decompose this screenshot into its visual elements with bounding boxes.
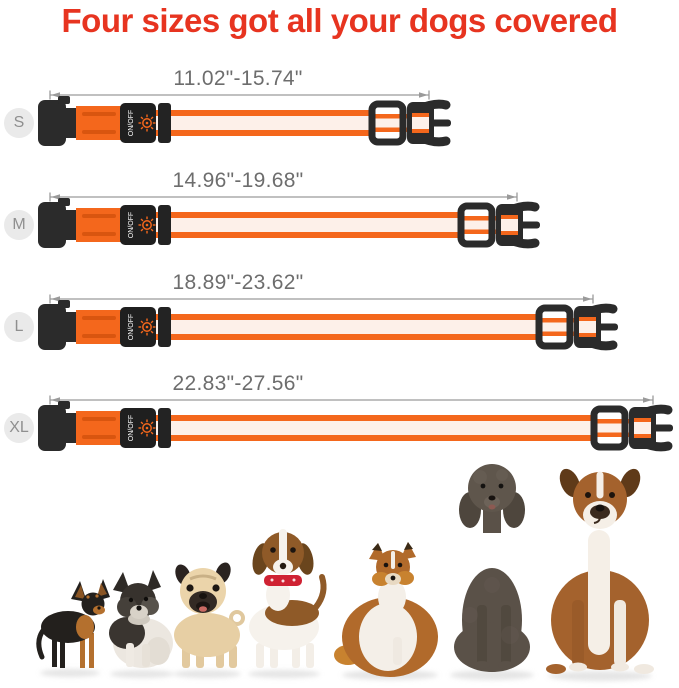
tri-glide-slider [590,405,629,451]
webbing [76,208,122,242]
measurement-label-s: 11.02"-15.74" [173,67,303,90]
size-badge-label: L [14,318,24,335]
size-badge-label: M [12,216,26,233]
floor-reflections [40,669,652,681]
measurement-label-xl: 22.83"-27.56" [172,372,304,395]
collar-illustration-m: ON/OFF [38,198,540,249]
size-badge-label: S [13,114,25,131]
strap-keeper [158,205,171,245]
size-badge-s: S [4,108,34,138]
tri-glide-slider [535,304,574,350]
buckle-male [496,201,540,249]
dog-yorkshire-terrier [109,570,173,668]
size-badge-label: XL [9,419,29,436]
measurement-label-l: 18.89"-23.62" [172,271,304,294]
tri-glide-slider [368,100,407,146]
collar-illustration-s: ON/OFF [38,96,451,147]
dog-poodle [454,464,530,672]
on-off-label: ON/OFF [128,212,135,238]
led-strap [122,415,651,441]
buckle-female [38,401,82,451]
dog-sheltie [334,542,438,677]
led-strap [122,212,518,238]
dog-lineup-photo [36,464,654,681]
led-sun-icon [138,114,156,132]
collar-illustration-xl: ON/OFF [38,401,673,452]
led-control-box: ON/OFF [120,205,156,245]
strap-keeper [158,408,171,448]
size-badge-xl: XL [4,413,34,443]
tri-glide-slider [457,202,496,248]
size-row-s: S 11.02"-15.74" ON/OFF [0,61,679,156]
buckle-male [574,303,618,351]
on-off-label: ON/OFF [128,415,135,441]
led-sun-icon [138,419,156,437]
size-row-xl: XL 22.83"-27.56" ON/OFF [0,366,679,461]
webbing [76,106,122,140]
collar-illustration-l: ON/OFF [38,300,618,351]
led-control-box: ON/OFF [120,103,156,143]
buckle-male [407,99,451,147]
dimension-line-xl [49,395,654,405]
buckle-female [38,300,82,350]
on-off-label: ON/OFF [128,314,135,340]
led-sun-icon [138,318,156,336]
dog-boxer [546,468,654,674]
dog-chihuahua [36,579,110,668]
dimension-line-l [49,294,594,304]
led-control-box: ON/OFF [120,408,156,448]
dog-beagle [249,529,327,668]
on-off-label: ON/OFF [128,110,135,136]
buckle-female [38,198,82,248]
size-row-l: L 18.89"-23.62" ON/OFF [0,265,679,360]
size-badge-l: L [4,312,34,342]
dimension-line-m [49,192,518,202]
strap-keeper [158,307,171,347]
measurement-label-m: 14.96"-19.68" [172,169,304,192]
buckle-female [38,96,82,146]
size-badge-m: M [4,210,34,240]
webbing [76,310,122,344]
led-strap [122,314,596,340]
strap-keeper [158,103,171,143]
dimension-line-s [49,90,430,100]
buckle-male [629,404,673,452]
dog-pug [174,562,245,668]
webbing [76,411,122,445]
page-title: Four sizes got all your dogs covered [61,2,618,39]
led-control-box: ON/OFF [120,307,156,347]
size-row-m: M 14.96"-19.68" ON/OFF [0,163,679,258]
led-sun-icon [138,216,156,234]
